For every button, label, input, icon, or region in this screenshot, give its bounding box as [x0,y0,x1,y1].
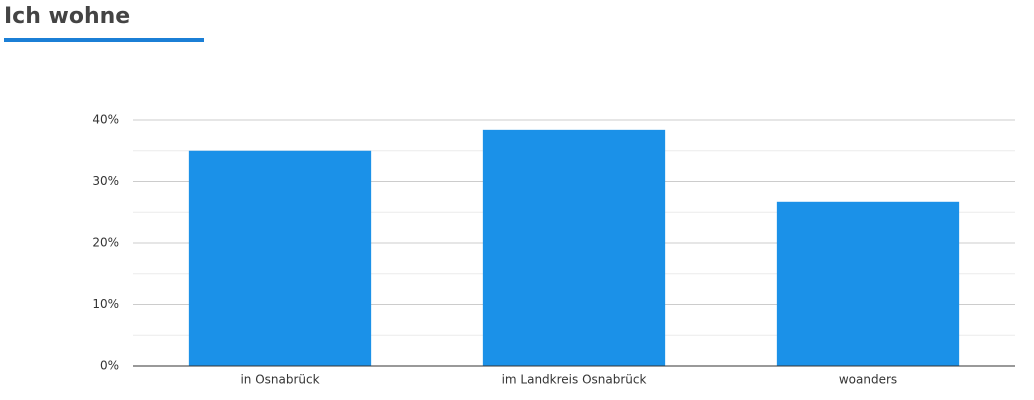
x-tick-label: woanders [839,373,897,387]
y-tick-label: 0% [100,359,119,373]
y-tick-label: 40% [92,113,119,127]
x-tick-label: in Osnabrück [240,373,319,387]
chart-title: Ich wohne [4,4,130,29]
bar [776,201,960,366]
y-tick-label: 30% [92,174,119,188]
bar [482,129,666,366]
x-tick-label: im Landkreis Osnabrück [502,373,647,387]
bar [188,150,372,366]
title-underline [4,38,204,42]
y-tick-label: 20% [92,236,119,250]
y-tick-label: 10% [92,297,119,311]
